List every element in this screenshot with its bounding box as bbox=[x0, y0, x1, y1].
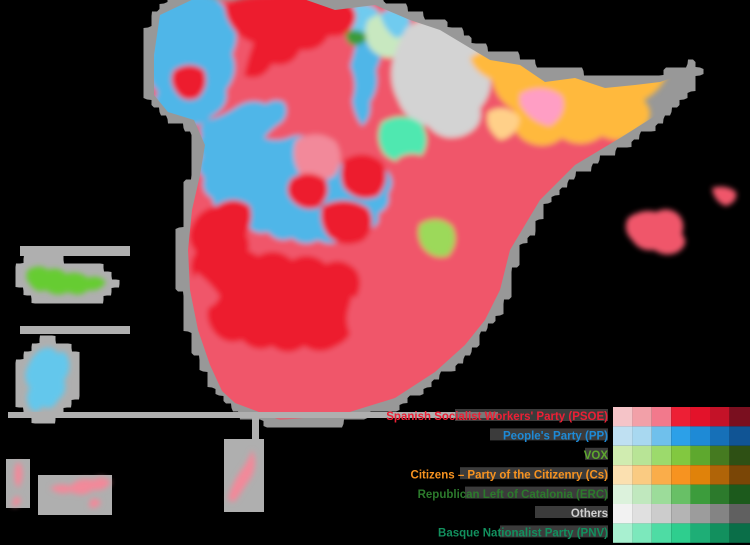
svg-text:People's Party (PP): People's Party (PP) bbox=[503, 431, 608, 443]
svg-text:Republican Left of Catalonia (: Republican Left of Catalonia (ERC) bbox=[418, 489, 609, 501]
svg-text:Spanish Socialist Workers' Par: Spanish Socialist Workers' Party (PSOE) bbox=[386, 411, 608, 423]
svg-text:Others: Others bbox=[571, 508, 608, 520]
svg-text:Citizens – Party of the Citize: Citizens – Party of the Citizenry (Cs) bbox=[411, 470, 609, 482]
svg-text:Basque Nationalist Party (PNV): Basque Nationalist Party (PNV) bbox=[438, 528, 608, 540]
svg-text:VOX: VOX bbox=[584, 450, 609, 462]
